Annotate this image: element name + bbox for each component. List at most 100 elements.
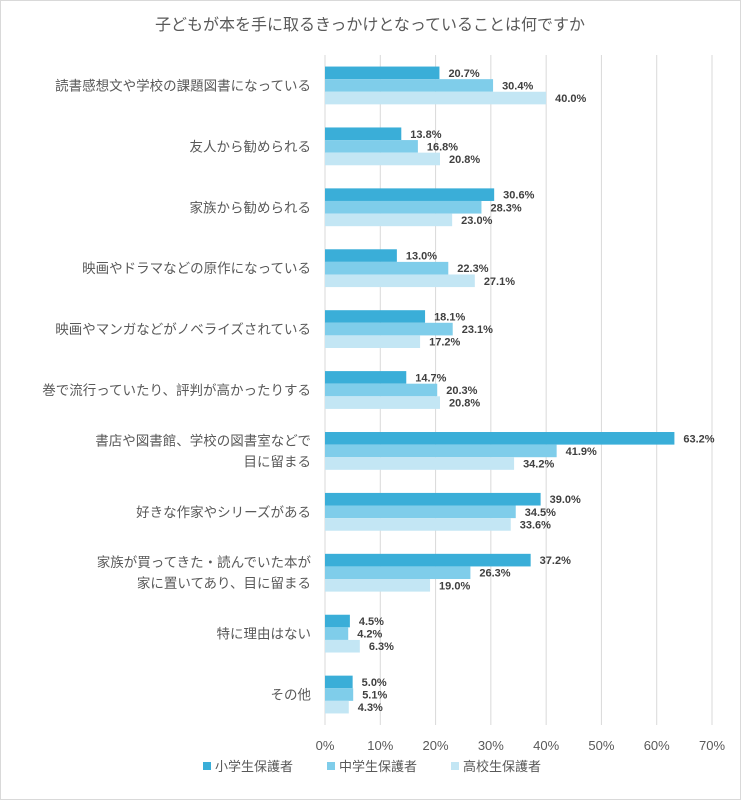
bar (325, 66, 440, 80)
category-label: 映画やドラマなどの原作になっている (82, 261, 311, 277)
data-label: 27.1% (484, 276, 515, 288)
data-label: 33.6% (520, 519, 551, 531)
x-tick-label: 10% (367, 738, 393, 753)
bar (325, 383, 438, 397)
category-label: 家族から勧められる (190, 199, 312, 216)
data-label: 13.8% (410, 129, 441, 141)
x-tick-label: 0% (316, 738, 335, 753)
category-label: 家族が買ってきた・読んでいた本が (97, 554, 312, 571)
bars (325, 66, 675, 714)
data-label: 18.1% (434, 311, 465, 323)
category-label: 友人から勧められる (190, 138, 312, 155)
data-label: 26.3% (479, 568, 510, 580)
data-label: 20.8% (449, 154, 480, 166)
category-label: 家に置いてあり、目に留まる (137, 575, 311, 592)
data-label: 30.4% (502, 80, 533, 92)
bar (325, 261, 449, 275)
bar (325, 553, 531, 567)
data-label: 20.7% (448, 68, 479, 80)
x-tick-label: 30% (478, 738, 504, 753)
legend-label: 小学生保護者 (215, 759, 293, 775)
bar (325, 627, 349, 640)
bar (325, 396, 440, 409)
x-tick-label: 20% (423, 738, 449, 753)
data-label: 63.2% (683, 433, 714, 445)
data-label: 4.5% (359, 616, 384, 628)
data-label: 28.3% (490, 202, 521, 214)
data-label: 20.8% (449, 398, 480, 410)
bar (325, 675, 353, 689)
bar (325, 566, 471, 580)
bar (325, 152, 440, 166)
bar (325, 688, 354, 701)
data-label: 5.0% (362, 677, 387, 689)
chart-title: 子どもが本を手に取るきっかけとなっていることは何ですか (155, 15, 585, 34)
x-tick-label: 50% (588, 738, 614, 753)
bar (325, 639, 360, 653)
bar (325, 274, 475, 288)
data-label: 4.3% (358, 702, 383, 714)
category-label: 読書感想文や学校の課題図書になっている (55, 77, 311, 94)
data-label: 16.8% (427, 141, 458, 153)
bar (325, 249, 397, 262)
bar (325, 322, 453, 336)
bar (325, 457, 515, 470)
data-label: 34.5% (525, 507, 556, 519)
data-label: 41.9% (566, 446, 597, 458)
bar (325, 614, 350, 628)
data-label: 4.2% (357, 629, 382, 641)
data-label: 23.1% (462, 324, 493, 336)
bar (325, 335, 421, 348)
bar (325, 444, 557, 458)
bar (325, 213, 453, 227)
data-label: 30.6% (503, 190, 534, 202)
data-label: 19.0% (439, 580, 470, 592)
category-label: 巻で流行っていたり、評判が高かったりする (42, 382, 311, 399)
bar (325, 91, 547, 105)
value-labels: 20.7%30.4%40.0%13.8%16.8%20.8%30.6%28.3%… (357, 68, 715, 714)
data-label: 17.2% (429, 337, 460, 349)
data-label: 40.0% (555, 93, 586, 105)
data-label: 20.3% (446, 385, 477, 397)
bar (325, 492, 541, 506)
category-label: 映画やマンガなどがノベライズされている (55, 322, 311, 338)
legend-swatch (203, 762, 211, 770)
data-label: 6.3% (369, 641, 394, 653)
category-label: 特に理由はない (217, 627, 312, 643)
bar (325, 127, 402, 141)
bar (325, 79, 494, 92)
bar (325, 200, 482, 214)
bar (325, 310, 426, 323)
data-label: 34.2% (523, 459, 554, 471)
data-label: 22.3% (457, 263, 488, 275)
bar (325, 518, 511, 531)
x-tick-label: 60% (644, 738, 670, 753)
bar (325, 700, 349, 714)
legend: 小学生保護者 中学生保護者 高校生保護者 (203, 759, 541, 775)
bar (325, 432, 675, 445)
gridlines (324, 55, 713, 725)
legend-label: 中学生保護者 (339, 759, 417, 775)
data-label: 13.0% (406, 251, 437, 263)
bar (325, 505, 516, 519)
legend-label: 高校生保護者 (463, 759, 541, 775)
data-label: 23.0% (461, 215, 492, 227)
x-tick-labels: 0% 10% 20% 30% 40% 50% 60% 70% (316, 738, 726, 753)
category-label: 目に留まる (244, 454, 312, 470)
category-label: 書店や図書館、学校の図書室などで (95, 432, 311, 449)
bar (325, 579, 431, 592)
category-label: その他 (271, 688, 312, 704)
data-label: 37.2% (540, 555, 571, 567)
category-label: 好きな作家やシリーズがある (136, 504, 311, 521)
bar (325, 140, 418, 153)
bar (325, 188, 495, 201)
legend-swatch (451, 762, 459, 770)
data-label: 5.1% (362, 690, 387, 702)
x-tick-label: 70% (699, 738, 725, 753)
data-label: 14.7% (415, 372, 446, 384)
bar (325, 371, 407, 384)
legend-swatch (327, 762, 335, 770)
x-tick-label: 40% (533, 738, 559, 753)
data-label: 39.0% (550, 494, 581, 506)
